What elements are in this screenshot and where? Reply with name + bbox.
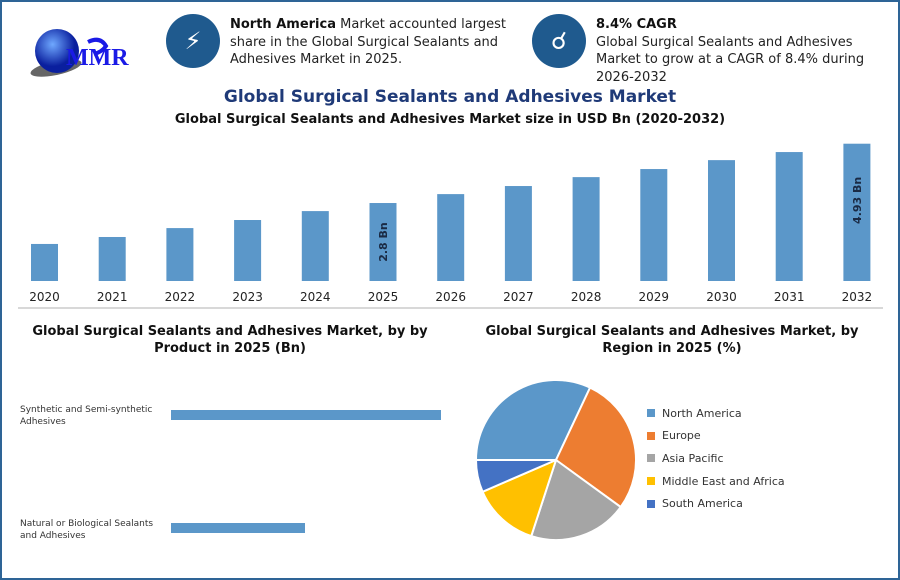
product-bar [171, 523, 306, 533]
legend-swatch [647, 477, 655, 486]
product-label: Synthetic and Semi-synthetic Adhesives [20, 405, 153, 427]
pie-slice-europe [554, 386, 637, 509]
x-tick-label: 2025 [368, 290, 399, 304]
legend-swatch [647, 499, 655, 508]
drop-hand-icon: ☌ [532, 14, 586, 68]
globe-logo-icon [30, 29, 109, 77]
bar-2023 [234, 220, 262, 281]
x-tick-label: 2020 [29, 290, 60, 304]
x-tick-label: 2027 [503, 290, 534, 304]
info-cagr: 8.4% CAGR Global Surgical Sealants and Ad… [596, 17, 865, 85]
data-label: 2.8 Bn [377, 222, 390, 262]
legend-swatch [647, 454, 655, 463]
pie-slice-north-america [474, 379, 592, 461]
pie-slice-asia-pacific [530, 458, 623, 541]
x-tick-label: 2023 [232, 290, 263, 304]
legend-label: Middle East and Africa [662, 474, 785, 488]
data-label: 4.93 Bn [851, 177, 864, 224]
x-tick-label: 2030 [706, 290, 737, 304]
pie-slice-middle-east-and-africa [481, 458, 558, 538]
pie-chart [474, 379, 637, 541]
bar-2030 [708, 160, 735, 281]
legend-label: South America [662, 497, 743, 511]
bar-2020 [31, 243, 58, 281]
logo-text: MMR [66, 45, 129, 71]
x-tick-label: 2022 [165, 290, 196, 304]
bar-2031 [775, 152, 803, 281]
pie-slice-south-america [474, 459, 557, 494]
bar-2025 [369, 203, 397, 281]
bar-2028 [572, 177, 600, 281]
bar-chart: 2020 2021 2022 2023 2024 2025 2.8 Bn 2026 2027 20… [18, 143, 883, 309]
product-chart-title: Global Surgical Sealants and Adhesives M… [32, 324, 428, 356]
legend-item: Europe [647, 425, 785, 448]
x-tick-label: 2032 [842, 290, 873, 304]
info-north-america: North America Market accounted largest s… [230, 17, 506, 67]
region-chart-title: Global Surgical Sealants and Adhesives M… [485, 324, 859, 356]
legend-item: North America [647, 402, 785, 425]
legend-label: North America [662, 406, 742, 420]
legend-item: Asia Pacific [647, 447, 785, 470]
x-tick-label: 2029 [639, 290, 670, 304]
bar-2027 [504, 186, 532, 281]
pie-legend: North America Europe Asia Pacific Middle Ea… [647, 402, 785, 515]
x-tick-label: 2024 [300, 290, 331, 304]
bar-2026 [437, 194, 465, 281]
legend-swatch [647, 431, 655, 440]
main-title: Global Surgical Sealants and Adhesives M… [223, 87, 677, 107]
product-bar [171, 410, 441, 420]
legend-item: Middle East and Africa [647, 470, 785, 493]
bar-2032 [843, 143, 871, 281]
x-tick-label: 2031 [774, 290, 805, 304]
legend-label: Asia Pacific [662, 451, 724, 465]
bar-2022 [166, 228, 194, 281]
lightning-icon: ⚡ [166, 14, 220, 68]
x-tick-label: 2028 [571, 290, 602, 304]
logo [28, 20, 138, 80]
x-tick-label: 2021 [97, 290, 128, 304]
legend-item: South America [647, 492, 785, 515]
legend-label: Europe [662, 429, 701, 443]
bar-2029 [640, 169, 668, 281]
x-tick-label: 2026 [435, 290, 466, 304]
bar-chart-title: Global Surgical Sealants and Adhesives M… [174, 112, 726, 127]
bar-2024 [301, 211, 329, 281]
legend-swatch [647, 409, 655, 418]
product-label: Natural or Biological Sealants and Adhes… [20, 519, 154, 541]
bar-2021 [98, 236, 126, 281]
